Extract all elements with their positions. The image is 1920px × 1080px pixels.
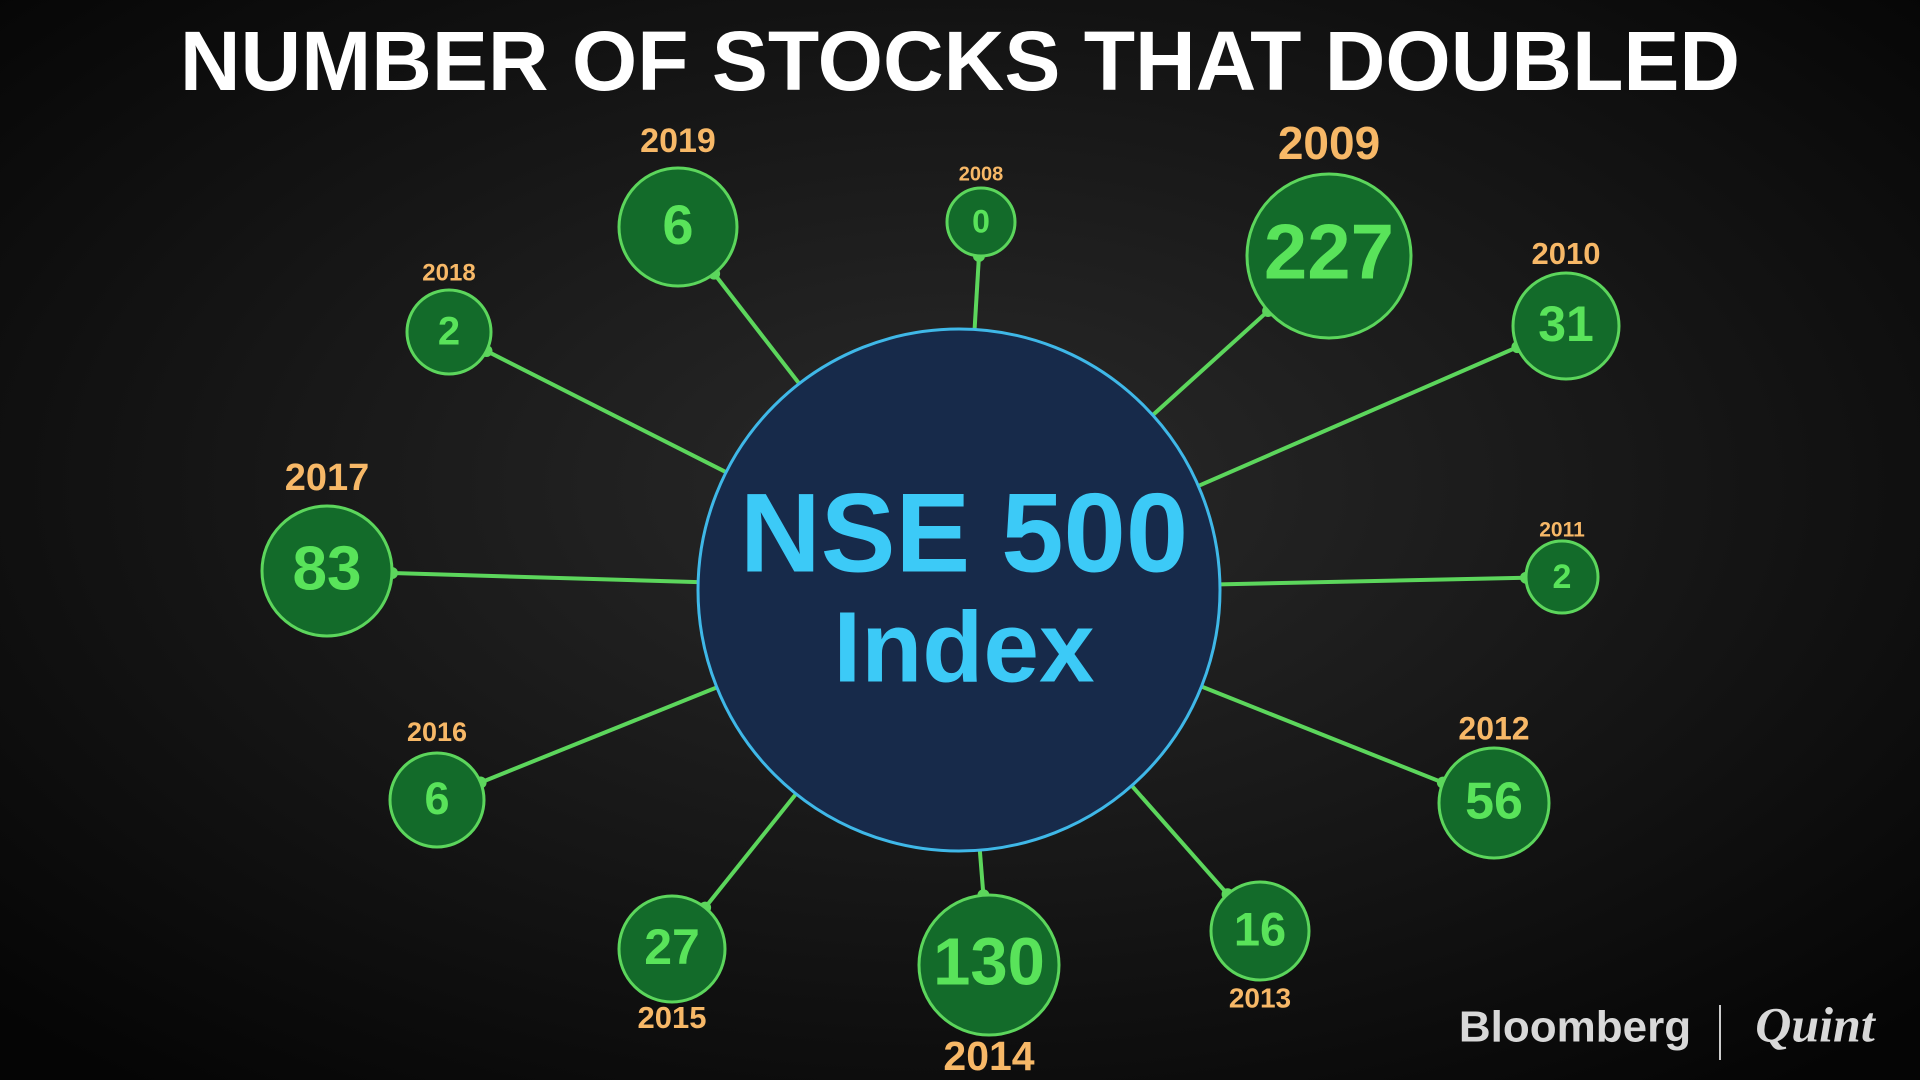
node-year: 2019 [640,122,716,160]
node-circle [1511,271,1621,381]
node-circle [917,893,1061,1037]
link [479,685,718,785]
node-year: 2008 [959,163,1004,185]
nodes: 0200822720093120102201156201216201313020… [260,117,1621,1079]
node-value: 31 [1538,296,1594,352]
node-value: 27 [644,919,700,975]
node-circle [945,186,1017,258]
node-value: 6 [662,193,693,256]
link [712,272,801,385]
link [1197,345,1519,488]
node-value: 6 [424,773,449,824]
node-circle [1437,746,1551,860]
link [391,570,699,585]
node-circle [1524,539,1600,615]
node-year: 2009 [1278,117,1380,169]
node-year: 2014 [943,1033,1034,1079]
node-value: 227 [1264,208,1394,296]
link [1200,684,1444,785]
node-value: 16 [1234,902,1286,955]
node-year: 2017 [285,457,370,499]
node-year: 2018 [422,259,475,286]
node-circle [1209,880,1311,982]
node-year: 2016 [407,717,467,747]
node-circle [405,288,493,376]
center-line2: Index [833,591,1094,703]
node-year: 2010 [1532,236,1601,271]
node-value: 83 [293,534,362,603]
center-circle [696,327,1222,853]
node-value: 130 [933,925,1045,1000]
brand-right: Quint [1755,996,1877,1052]
link [703,792,798,909]
node-year: 2012 [1458,710,1529,746]
link [1219,575,1527,587]
node-year: 2011 [1539,519,1585,542]
node-value: 2 [1553,558,1572,596]
link [977,850,986,896]
link [972,255,981,330]
link [1130,784,1230,896]
node-circle [388,751,486,849]
node-circle [260,504,394,638]
link [1151,309,1270,417]
node-value: 0 [972,203,990,239]
node-year: 2015 [638,1000,707,1035]
node-value: 56 [1465,773,1523,831]
node-value: 2 [438,310,460,354]
title: NUMBER OF STOCKS THAT DOUBLED [180,14,1740,108]
node-circle [617,894,727,1004]
center-line1: NSE 500 [740,471,1188,596]
node-circle [617,166,739,288]
node-circle [1245,172,1413,340]
link [485,349,728,474]
node-year: 2013 [1229,982,1291,1013]
brand-left: Bloomberg [1459,1003,1691,1052]
